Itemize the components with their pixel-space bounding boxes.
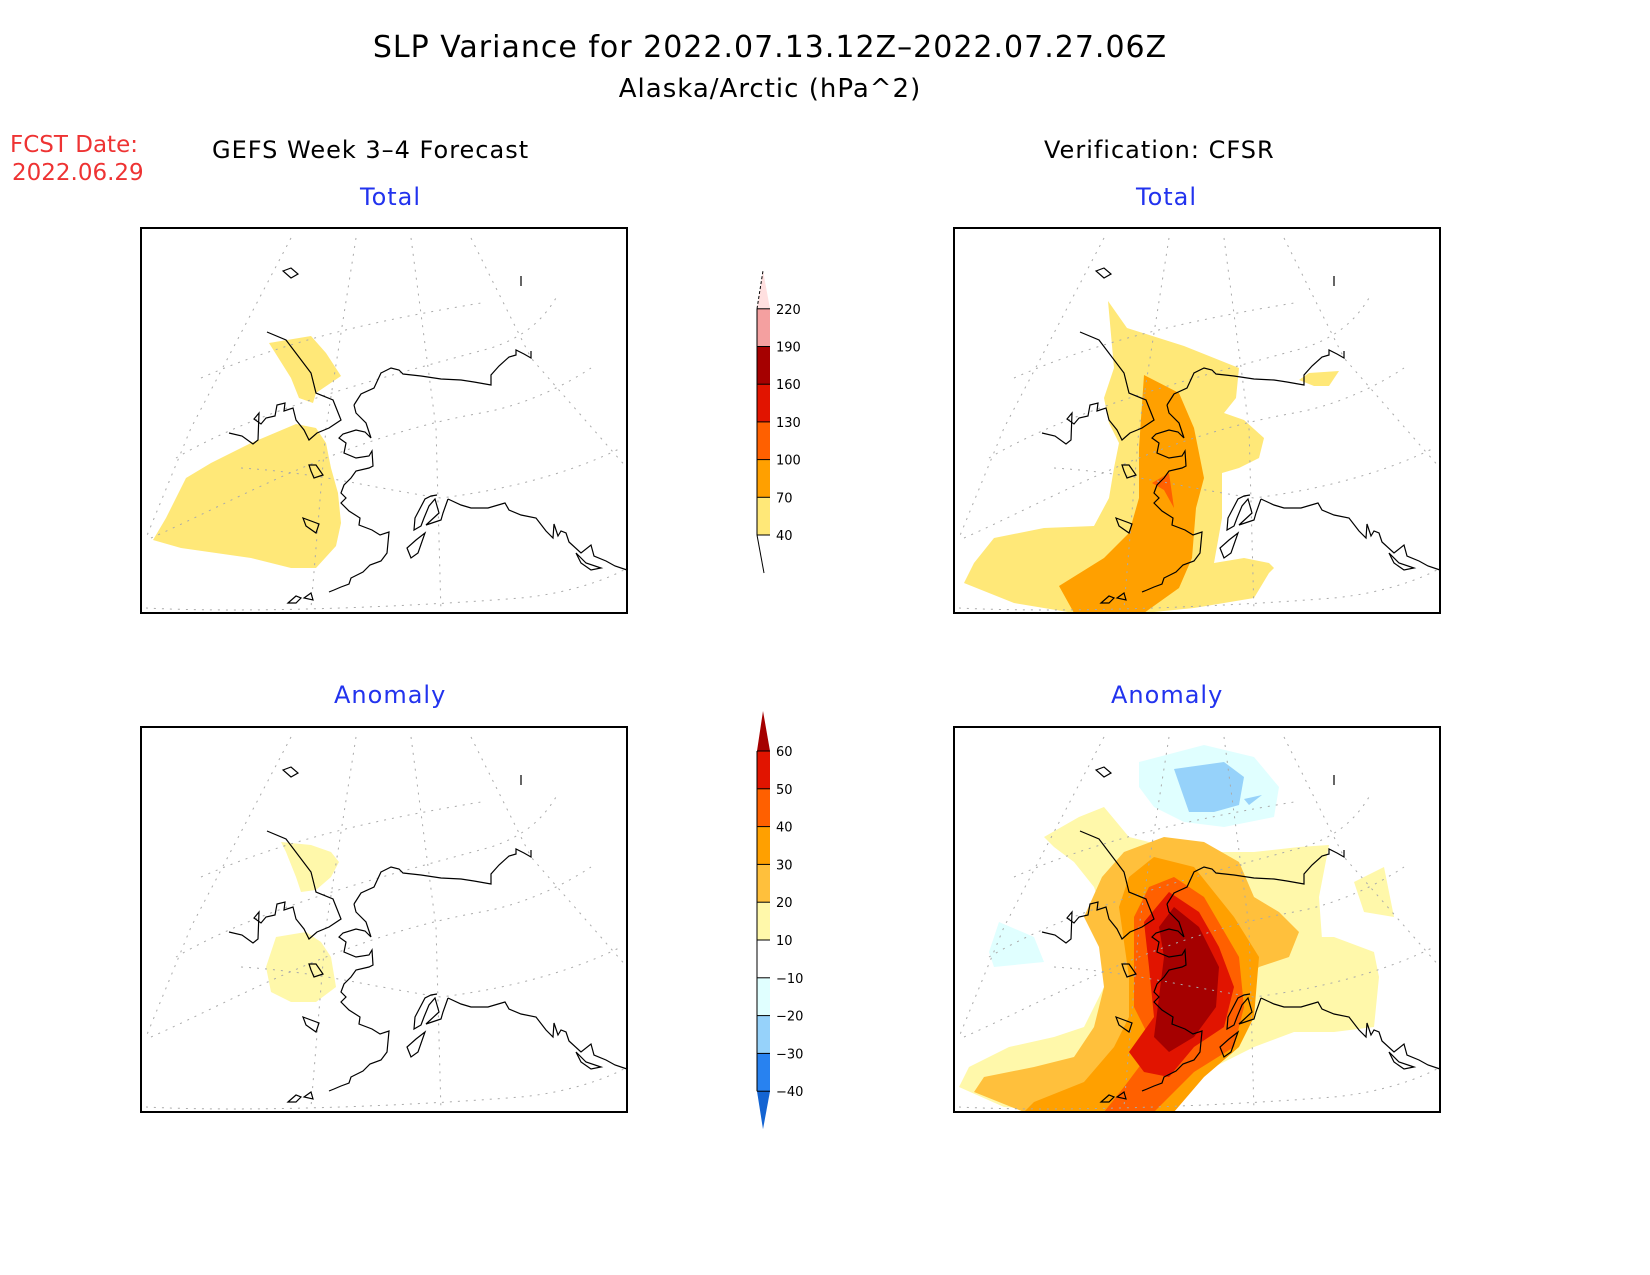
panel-title-verification-anomaly: Anomaly <box>1111 681 1224 709</box>
colorbar-anomaly-tick-label: −40 <box>776 1085 803 1100</box>
contour-40-70 <box>964 301 1274 613</box>
colorbar-anomaly-tick-label: 20 <box>776 896 793 911</box>
colorbar-total-segment <box>757 497 770 535</box>
contour-neg20-neg30 <box>1244 795 1262 805</box>
chart-subtitle: Alaska/Arctic (hPa^2) <box>618 74 922 104</box>
colorbar-total-tick-label: 70 <box>776 491 793 506</box>
colorbar-total: 40 70 100 130 160 190 220 <box>756 270 801 574</box>
contour-10-20 <box>281 842 339 892</box>
colorbar-anomaly-segment <box>757 1015 770 1054</box>
colorbar-total-tick-label: 130 <box>776 416 801 431</box>
left-column-header: GEFS Week 3–4 Forecast <box>212 136 530 164</box>
panel-title-forecast-anomaly: Anomaly <box>334 681 447 709</box>
colorbar-anomaly-segment <box>757 1053 770 1092</box>
panel-title-forecast-total: Total <box>360 183 422 211</box>
colorbar-anomaly-segment <box>757 826 770 865</box>
chart-title: SLP Variance for 2022.07.13.12Z–2022.07.… <box>372 30 1168 65</box>
colorbar-total-segment <box>757 308 770 347</box>
colorbar-total-segment <box>757 459 770 498</box>
right-column-header: Verification: CFSR <box>1044 136 1275 164</box>
panel-verification-total <box>953 227 1441 614</box>
contour-10-20 <box>266 932 336 1002</box>
colorbar-anomaly-segment <box>757 940 770 978</box>
contour-40-70 <box>269 336 341 403</box>
colorbar-total-top-arrow <box>757 270 770 309</box>
colorbar-total-segment <box>757 346 770 385</box>
contour-neg10-neg20 <box>989 922 1044 967</box>
contour-neg20-neg30 <box>1174 762 1244 812</box>
colorbar-anomaly-segment <box>757 751 770 789</box>
colorbar-anomaly-tick-label: 30 <box>776 858 793 873</box>
fcst-date-label: FCST Date: <box>10 132 138 158</box>
contour-70-100 <box>1059 375 1204 613</box>
contour-40-70 <box>153 424 341 568</box>
panel-frame <box>141 228 627 613</box>
colorbar-total-tick-label: 190 <box>776 341 801 356</box>
colorbar-anomaly-bottom-arrow <box>757 1091 770 1130</box>
fcst-date-value: 2022.06.29 <box>12 160 144 186</box>
colorbar-anomaly-segment <box>757 977 770 1016</box>
colorbar-anomaly-tick-label: −30 <box>776 1047 803 1062</box>
colorbar-anomaly-tick-label: −20 <box>776 1010 803 1025</box>
contour-40-70 <box>1299 371 1339 386</box>
panel-title-verification-total: Total <box>1136 183 1198 211</box>
colorbar-anomaly-tick-label: 50 <box>776 783 793 798</box>
colorbar-total-segment <box>757 421 770 460</box>
contour-10-20 <box>1354 867 1394 917</box>
colorbar-total-tick-label: 160 <box>776 378 801 393</box>
colorbar-total-tick-label: 40 <box>776 529 793 544</box>
colorbar-anomaly-tick-label: 60 <box>776 745 793 760</box>
contour-100-130 <box>1152 473 1174 508</box>
colorbar-anomaly-segment <box>757 788 770 827</box>
colorbar-anomaly-segment <box>757 864 770 903</box>
colorbar-anomaly-segment <box>757 902 770 940</box>
colorbar-anomaly-tick-label: −10 <box>776 972 803 987</box>
panel-forecast-anomaly <box>140 726 628 1113</box>
panel-forecast-total <box>140 227 628 614</box>
panel-verification-anomaly <box>953 726 1441 1113</box>
colorbar-anomaly-tick-label: 10 <box>776 934 793 949</box>
colorbar-total-segment <box>757 384 770 422</box>
colorbar-anomaly: 60 50 40 30 20 10 −10 −20 −30 −40 <box>756 711 803 1130</box>
colorbar-total-tick-label: 220 <box>776 303 801 318</box>
colorbar-anomaly-top-arrow <box>757 711 770 751</box>
colorbar-total-tick-label: 100 <box>776 454 801 469</box>
colorbar-anomaly-tick-label: 40 <box>776 821 793 836</box>
